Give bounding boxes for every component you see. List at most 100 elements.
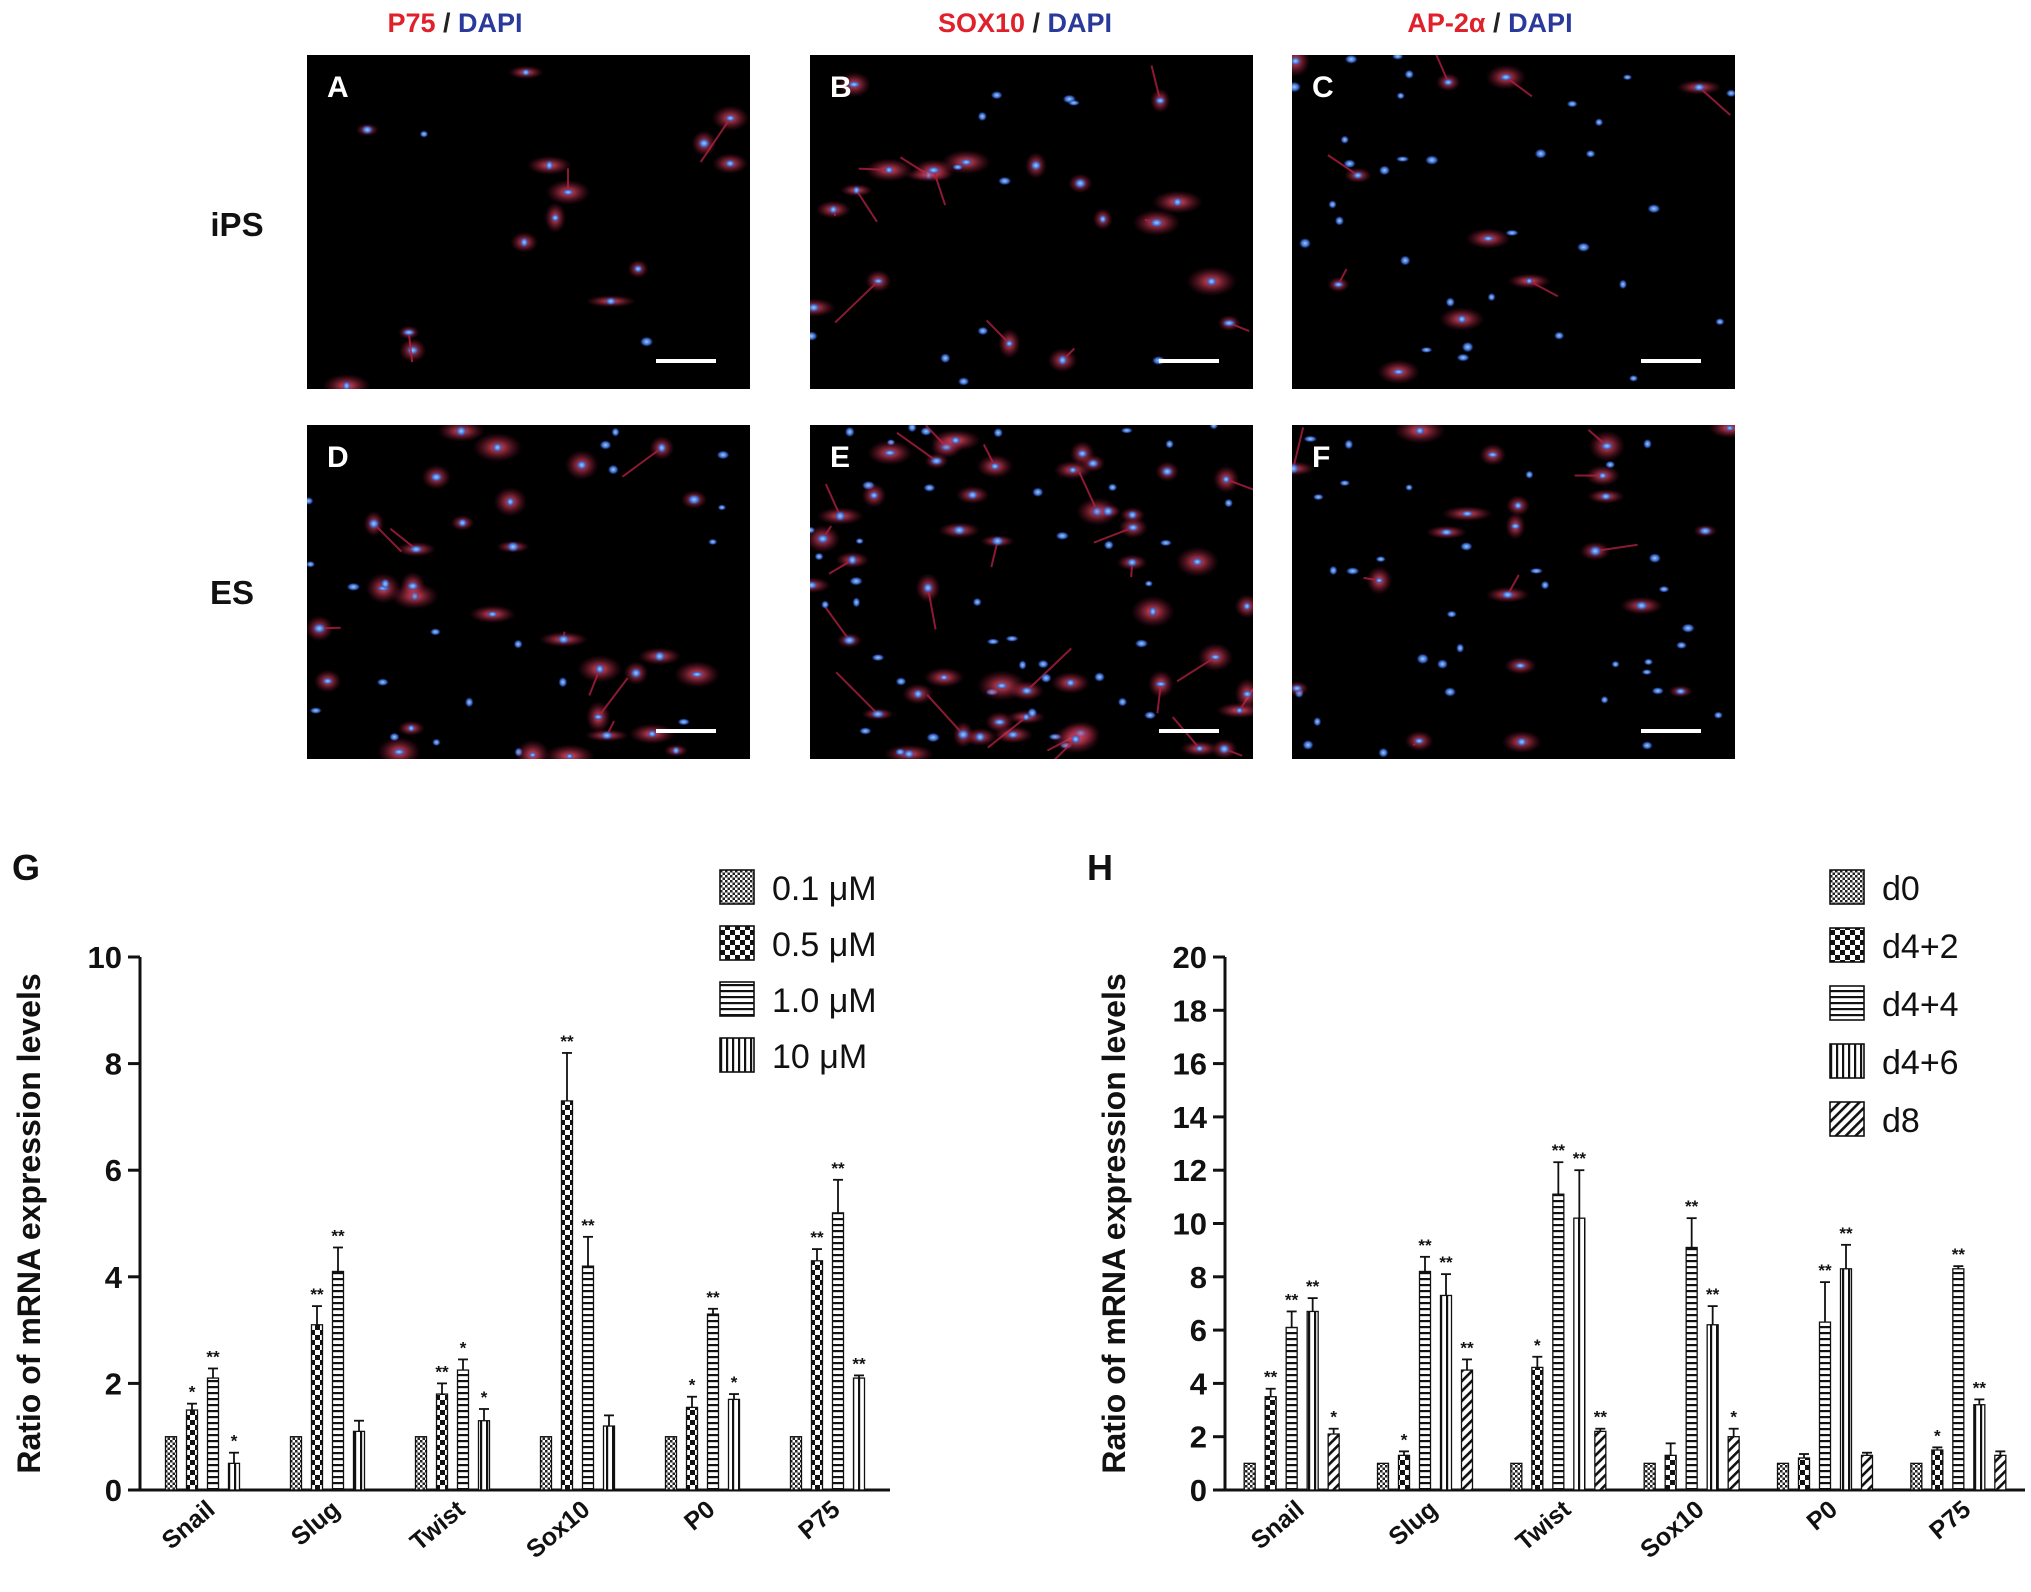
cell-nucleus bbox=[1292, 56, 1302, 66]
cell-nucleus bbox=[513, 639, 523, 649]
cell-nucleus bbox=[1235, 706, 1244, 714]
row-label-ips: iPS bbox=[210, 206, 263, 243]
cell-nucleus bbox=[957, 377, 970, 386]
cell-process bbox=[597, 677, 629, 718]
cell-process bbox=[1026, 647, 1072, 692]
header-sep-3: / bbox=[1486, 8, 1509, 38]
significance-marker: * bbox=[1401, 1430, 1408, 1449]
cell-nucleus bbox=[1424, 155, 1439, 165]
bar bbox=[685, 1406, 699, 1491]
cell-nucleus bbox=[550, 213, 560, 222]
scale-bar bbox=[656, 359, 716, 363]
cell-nucleus bbox=[1195, 745, 1205, 753]
row-label-es: ES bbox=[210, 574, 254, 611]
cell-nucleus bbox=[810, 580, 819, 590]
bar bbox=[1952, 1268, 1965, 1491]
header-marker-p75: P75 bbox=[387, 8, 435, 38]
cell-nucleus bbox=[852, 185, 861, 195]
cell-nucleus bbox=[1420, 346, 1433, 353]
significance-marker: ** bbox=[1573, 1149, 1587, 1168]
x-tick-label: P75 bbox=[1924, 1495, 1976, 1545]
bar bbox=[227, 1462, 241, 1491]
legend-label: d4+6 bbox=[1882, 1044, 1959, 1082]
cell-nucleus bbox=[1303, 435, 1318, 443]
significance-marker: ** bbox=[1460, 1338, 1474, 1357]
bar bbox=[1552, 1193, 1565, 1491]
cell-nucleus bbox=[1392, 368, 1406, 376]
cell-nucleus bbox=[1510, 522, 1521, 530]
cell-nucleus bbox=[1117, 697, 1128, 707]
cell-nucleus bbox=[990, 90, 1003, 100]
cell-nucleus bbox=[505, 496, 515, 507]
cell-nucleus bbox=[1566, 100, 1578, 108]
cell-nucleus bbox=[1514, 662, 1527, 669]
significance-marker: ** bbox=[1839, 1224, 1853, 1243]
significance-marker: ** bbox=[852, 1354, 866, 1373]
cell-nucleus bbox=[1292, 463, 1300, 475]
cell-nucleus bbox=[929, 456, 944, 466]
cell-nucleus bbox=[869, 491, 879, 500]
cell-process bbox=[389, 527, 417, 551]
cell-nucleus bbox=[1456, 353, 1470, 362]
cell-nucleus bbox=[1698, 526, 1713, 536]
cell-nucleus bbox=[871, 653, 885, 662]
cell-nucleus bbox=[1378, 165, 1391, 176]
bar bbox=[1439, 1294, 1453, 1491]
cell-nucleus bbox=[1460, 510, 1474, 518]
cell-nucleus bbox=[1618, 279, 1628, 290]
bar bbox=[331, 1270, 345, 1491]
cell-cytoplasm bbox=[377, 736, 421, 759]
x-tick-label: Sox10 bbox=[1635, 1495, 1709, 1564]
bar bbox=[310, 1324, 324, 1491]
cell-nucleus bbox=[1344, 55, 1358, 64]
cell-nucleus bbox=[828, 205, 838, 215]
cell-nucleus bbox=[1378, 747, 1389, 758]
cell-nucleus bbox=[600, 730, 614, 740]
cell-nucleus bbox=[952, 525, 967, 536]
cell-nucleus bbox=[1600, 441, 1614, 451]
cell-nucleus bbox=[342, 380, 351, 389]
bar bbox=[1510, 1462, 1523, 1491]
cell-nucleus bbox=[883, 449, 897, 457]
cell-nucleus bbox=[1032, 487, 1044, 498]
cell-nucleus bbox=[1405, 484, 1414, 491]
y-tick-label: 6 bbox=[105, 1153, 122, 1188]
significance-marker: * bbox=[460, 1338, 467, 1357]
significance-marker: * bbox=[1934, 1426, 1941, 1445]
cell-nucleus bbox=[907, 425, 917, 433]
bar bbox=[1727, 1436, 1740, 1491]
cell-nucleus bbox=[1344, 439, 1354, 450]
cell-nucleus bbox=[409, 545, 424, 554]
cell-nucleus bbox=[810, 303, 820, 313]
y-axis-label: Ratio of mRNA expression levels bbox=[11, 973, 47, 1473]
cell-nucleus bbox=[1057, 354, 1068, 366]
cell-nucleus bbox=[1486, 451, 1499, 458]
cell-nucleus bbox=[1516, 737, 1528, 747]
cell-nucleus bbox=[1343, 159, 1356, 169]
bar bbox=[1797, 1457, 1811, 1491]
y-tick-label: 16 bbox=[1173, 1047, 1207, 1082]
cell-process bbox=[1698, 86, 1731, 116]
significance-marker: ** bbox=[310, 1285, 324, 1304]
micrograph-panel-c: C bbox=[1292, 55, 1735, 389]
cell-nucleus bbox=[376, 678, 389, 687]
bar bbox=[706, 1313, 720, 1491]
cell-nucleus bbox=[1456, 314, 1467, 324]
x-tick-label: P0 bbox=[1801, 1495, 1842, 1536]
cell-nucleus bbox=[1313, 716, 1322, 727]
cell-nucleus bbox=[939, 674, 949, 681]
cell-nucleus bbox=[698, 138, 711, 149]
cell-nucleus bbox=[870, 709, 885, 719]
cell-nucleus bbox=[565, 753, 574, 759]
bar bbox=[1664, 1454, 1677, 1491]
cell-nucleus bbox=[307, 496, 314, 505]
bar bbox=[1306, 1310, 1319, 1491]
cell-nucleus bbox=[834, 510, 846, 522]
cell-nucleus bbox=[814, 552, 824, 561]
cell-nucleus bbox=[1292, 684, 1303, 693]
cell-nucleus bbox=[1585, 149, 1596, 158]
cell-process bbox=[1053, 738, 1077, 759]
micrograph-background bbox=[307, 55, 750, 389]
cell-nucleus bbox=[1540, 580, 1550, 590]
cell-nucleus bbox=[849, 576, 864, 586]
